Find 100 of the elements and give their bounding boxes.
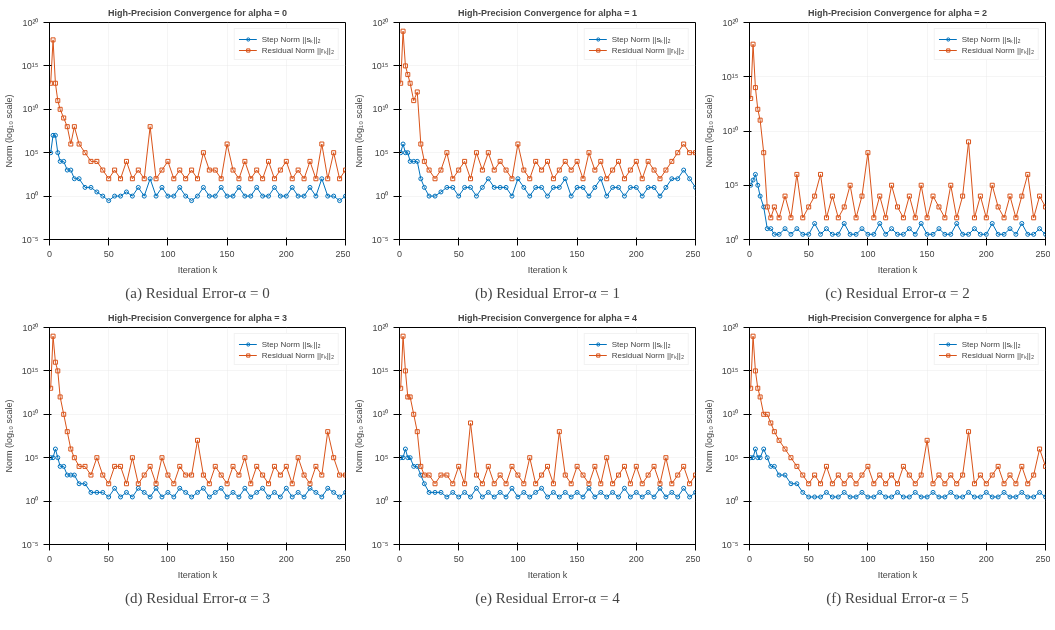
chart-title: High-Precision Convergence for alpha = 1 xyxy=(458,7,637,18)
y-tick-label: 10⁵ xyxy=(374,147,389,158)
x-tick-label: 100 xyxy=(160,248,176,259)
x-tick-label: 0 xyxy=(747,248,753,259)
x-tick-label: 100 xyxy=(860,248,876,259)
y-axis-title: Norm (log₁₀ scale) xyxy=(703,399,714,473)
chart-title: High-Precision Convergence for alpha = 2 xyxy=(808,7,987,18)
x-tick-label: 250 xyxy=(335,553,351,564)
y-tick-label: 10²⁰ xyxy=(722,322,739,333)
chart-title: High-Precision Convergence for alpha = 3 xyxy=(108,312,287,323)
x-tick-label: 200 xyxy=(628,553,644,564)
x-axis-title: Iteration k xyxy=(527,264,568,275)
y-axis-title: Norm (log₁₀ scale) xyxy=(3,399,14,473)
legend-label: Step Norm ||sₖ||₂ xyxy=(611,339,671,349)
y-tick-label: 10⁰ xyxy=(725,496,739,507)
x-tick-label: 0 xyxy=(47,248,53,259)
chart-title: High-Precision Convergence for alpha = 5 xyxy=(808,312,987,323)
x-tick-label: 250 xyxy=(1035,553,1051,564)
x-tick-label: 250 xyxy=(1035,248,1051,259)
x-tick-label: 50 xyxy=(453,553,464,564)
y-tick-label: 10¹⁰ xyxy=(22,104,39,115)
y-tick-label: 10⁻⁵ xyxy=(21,234,39,245)
x-tick-label: 100 xyxy=(510,553,526,564)
y-tick-label: 10⁻⁵ xyxy=(721,539,739,550)
x-tick-label: 100 xyxy=(860,553,876,564)
chart-title: High-Precision Convergence for alpha = 0 xyxy=(108,7,287,18)
x-tick-label: 200 xyxy=(978,248,994,259)
x-axis-title: Iteration k xyxy=(527,569,568,580)
text: (d) Residual Error-α = 3 xyxy=(124,589,271,607)
legend-label: Residual Norm ||rₖ||₂ xyxy=(961,45,1034,55)
legend-label: Step Norm ||sₖ||₂ xyxy=(961,339,1021,349)
y-tick-label: 10¹⁰ xyxy=(372,104,389,115)
text: (f) Residual Error-α = 5 xyxy=(826,589,969,607)
x-tick-label: 0 xyxy=(397,248,403,259)
legend-label: Step Norm ||sₖ||₂ xyxy=(961,34,1021,44)
x-tick-label: 200 xyxy=(278,553,294,564)
y-tick-label: 10¹⁵ xyxy=(721,365,739,376)
legend-label: Residual Norm ||rₖ||₂ xyxy=(611,45,684,55)
y-tick-label: 10¹⁰ xyxy=(372,409,389,420)
y-axis-title: Norm (log₁₀ scale) xyxy=(703,94,714,168)
x-tick-label: 200 xyxy=(628,248,644,259)
chart-title: High-Precision Convergence for alpha = 4 xyxy=(458,312,637,323)
legend-label: Step Norm ||sₖ||₂ xyxy=(261,339,321,349)
y-tick-label: 10¹⁵ xyxy=(371,60,389,71)
y-tick-label: 10⁵ xyxy=(24,147,39,158)
y-tick-label: 10¹⁵ xyxy=(21,60,39,71)
x-tick-label: 50 xyxy=(803,553,814,564)
y-tick-label: 10⁰ xyxy=(375,191,389,202)
y-tick-label: 10¹⁰ xyxy=(722,409,739,420)
x-tick-label: 150 xyxy=(219,553,235,564)
x-tick-label: 0 xyxy=(47,553,53,564)
y-tick-label: 10¹⁰ xyxy=(722,126,739,136)
x-tick-label: 150 xyxy=(219,248,235,259)
text: (c) Residual Error-α = 2 xyxy=(825,284,970,302)
x-tick-label: 250 xyxy=(685,553,701,564)
text: (e) Residual Error-α = 4 xyxy=(475,589,621,607)
y-tick-label: 10⁻⁵ xyxy=(21,539,39,550)
x-tick-label: 200 xyxy=(278,248,294,259)
legend-label: Residual Norm ||rₖ||₂ xyxy=(261,350,334,360)
y-tick-label: 10¹⁵ xyxy=(371,365,389,376)
y-tick-label: 10²⁰ xyxy=(722,17,739,28)
x-axis-title: Iteration k xyxy=(177,264,218,275)
y-tick-label: 10⁰ xyxy=(25,496,39,507)
x-tick-label: 250 xyxy=(685,248,701,259)
x-tick-label: 100 xyxy=(160,553,176,564)
x-tick-label: 150 xyxy=(569,248,585,259)
x-tick-label: 50 xyxy=(803,248,814,259)
y-tick-label: 10¹⁰ xyxy=(22,409,39,420)
x-tick-label: 200 xyxy=(978,553,994,564)
text: (a) Residual Error-α = 0 xyxy=(125,284,270,302)
x-tick-label: 150 xyxy=(919,553,935,564)
x-axis-title: Iteration k xyxy=(177,569,218,580)
text: (b) Residual Error-α = 1 xyxy=(474,284,621,302)
legend-label: Residual Norm ||rₖ||₂ xyxy=(261,45,334,55)
y-tick-label: 10⁵ xyxy=(724,180,739,191)
y-axis-title: Norm (log₁₀ scale) xyxy=(3,94,14,168)
y-tick-label: 10⁻⁵ xyxy=(371,539,389,550)
y-tick-label: 10⁵ xyxy=(724,452,739,463)
x-tick-label: 0 xyxy=(747,553,753,564)
y-tick-label: 10²⁰ xyxy=(372,322,389,333)
x-tick-label: 150 xyxy=(919,248,935,259)
y-tick-label: 10⁵ xyxy=(374,452,389,463)
y-tick-label: 10¹⁵ xyxy=(21,365,39,376)
y-tick-label: 10⁰ xyxy=(25,191,39,202)
x-tick-label: 100 xyxy=(510,248,526,259)
y-tick-label: 10⁰ xyxy=(375,496,389,507)
legend-label: Step Norm ||sₖ||₂ xyxy=(611,34,671,44)
legend-label: Residual Norm ||rₖ||₂ xyxy=(961,350,1034,360)
y-axis-title: Norm (log₁₀ scale) xyxy=(353,94,364,168)
y-tick-label: 10⁵ xyxy=(24,452,39,463)
x-axis-title: Iteration k xyxy=(877,569,918,580)
x-tick-label: 50 xyxy=(103,248,114,259)
legend-label: Step Norm ||sₖ||₂ xyxy=(261,34,321,44)
x-tick-label: 250 xyxy=(335,248,351,259)
y-tick-label: 10²⁰ xyxy=(22,322,39,333)
y-tick-label: 10⁻⁵ xyxy=(371,234,389,245)
y-tick-label: 10²⁰ xyxy=(22,17,39,28)
legend-label: Residual Norm ||rₖ||₂ xyxy=(611,350,684,360)
y-tick-label: 10¹⁵ xyxy=(721,71,739,82)
x-tick-label: 50 xyxy=(453,248,464,259)
